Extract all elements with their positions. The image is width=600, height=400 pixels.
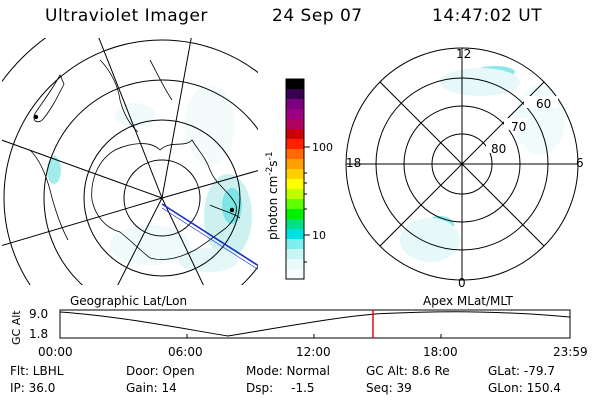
color-scale-segment	[286, 109, 304, 120]
timeline-ylabel: GC Alt	[10, 310, 23, 345]
color-scale-segment	[286, 89, 304, 100]
color-scale-segment	[286, 179, 304, 190]
color-scale-unit-label: photon cm-2s-1	[265, 151, 280, 240]
color-scale-segment	[286, 79, 304, 90]
left-panel-label: Geographic Lat/Lon	[70, 294, 187, 308]
color-scale-bar	[286, 79, 304, 280]
gc-alt-readout: GC Alt: 8.6 Re	[366, 364, 450, 378]
color-scale-segment	[286, 239, 304, 250]
color-scale-segment	[286, 119, 304, 130]
longitude-lines	[2, 38, 258, 285]
date-label: 24 Sep 07	[272, 6, 363, 26]
gain-readout: Gain: 14	[126, 381, 177, 395]
mlt-label-18: 18	[346, 156, 361, 170]
timeline-xtick: 00:00	[38, 345, 73, 359]
color-scale-segment	[286, 159, 304, 170]
dsp-label: Dsp:	[246, 381, 274, 395]
mlt-lines	[346, 48, 578, 280]
color-scale-segment	[286, 229, 304, 240]
timeline-xtick: 23:59	[553, 345, 588, 359]
app-title: Ultraviolet Imager	[45, 6, 208, 26]
glon-readout: GLon: 150.4	[488, 381, 561, 395]
ip-readout: IP: 36.0	[10, 381, 56, 395]
dsp-readout: Dsp: -1.5	[246, 381, 315, 395]
color-scale-segment	[286, 189, 304, 200]
color-scale-segment	[286, 129, 304, 140]
mlt-label-6: 6	[576, 156, 584, 170]
color-scale-segment	[286, 249, 304, 260]
color-scale-tick-100: 100	[312, 141, 333, 154]
color-scale-segment	[286, 169, 304, 180]
color-scale-segment	[286, 259, 304, 270]
filter-readout: Flt: LBHL	[10, 364, 64, 378]
mode-readout: Mode: Normal	[246, 364, 330, 378]
color-scale-ticks	[304, 146, 310, 263]
door-readout: Door: Open	[126, 364, 195, 378]
timeline-xtick: 12:00	[296, 345, 331, 359]
seq-readout: Seq: 39	[366, 381, 412, 395]
glat-readout: GLat: -79.7	[488, 364, 555, 378]
station-marker	[229, 207, 235, 213]
altitude-timeline: GC Alt 9.0 1.8	[10, 307, 571, 345]
color-scale-segment	[286, 149, 304, 160]
aurora-emission-left	[47, 85, 252, 272]
station-marker	[33, 114, 39, 120]
timeline-ymin: 1.8	[29, 327, 48, 341]
timeline-xtick: 18:00	[423, 345, 458, 359]
color-scale-tick-10: 10	[312, 229, 326, 242]
mlat-label-80: 80	[491, 142, 506, 156]
timeline-xtick: 06:00	[168, 345, 203, 359]
mlat-label-60: 60	[536, 97, 551, 111]
timeline-frame	[59, 309, 571, 339]
color-scale-segment	[286, 209, 304, 220]
altitude-curve	[59, 311, 571, 337]
color-scale-segment	[286, 219, 304, 230]
color-scale-segment	[286, 139, 304, 150]
coastlines	[29, 59, 241, 260]
mlat-label-70: 70	[511, 120, 526, 134]
satellite-ground-track	[161, 203, 258, 270]
color-scale-segment	[286, 99, 304, 110]
color-scale-segment	[286, 199, 304, 210]
mlt-label-12: 12	[456, 47, 471, 61]
dsp-value: -1.5	[291, 381, 315, 395]
latitude-circles	[2, 38, 258, 285]
geographic-map-panel	[2, 38, 258, 285]
right-panel-label: Apex MLat/MLT	[423, 294, 513, 308]
magnetic-map-panel: 60 70 80 12 0 18 6	[345, 47, 584, 290]
color-scale-frame	[285, 78, 305, 280]
mlt-label-0: 0	[458, 276, 466, 290]
timeline-ymax: 9.0	[29, 307, 48, 321]
timeline-ticks	[59, 334, 571, 338]
time-label: 14:47:02 UT	[432, 6, 543, 26]
color-scale-segment	[286, 269, 304, 280]
